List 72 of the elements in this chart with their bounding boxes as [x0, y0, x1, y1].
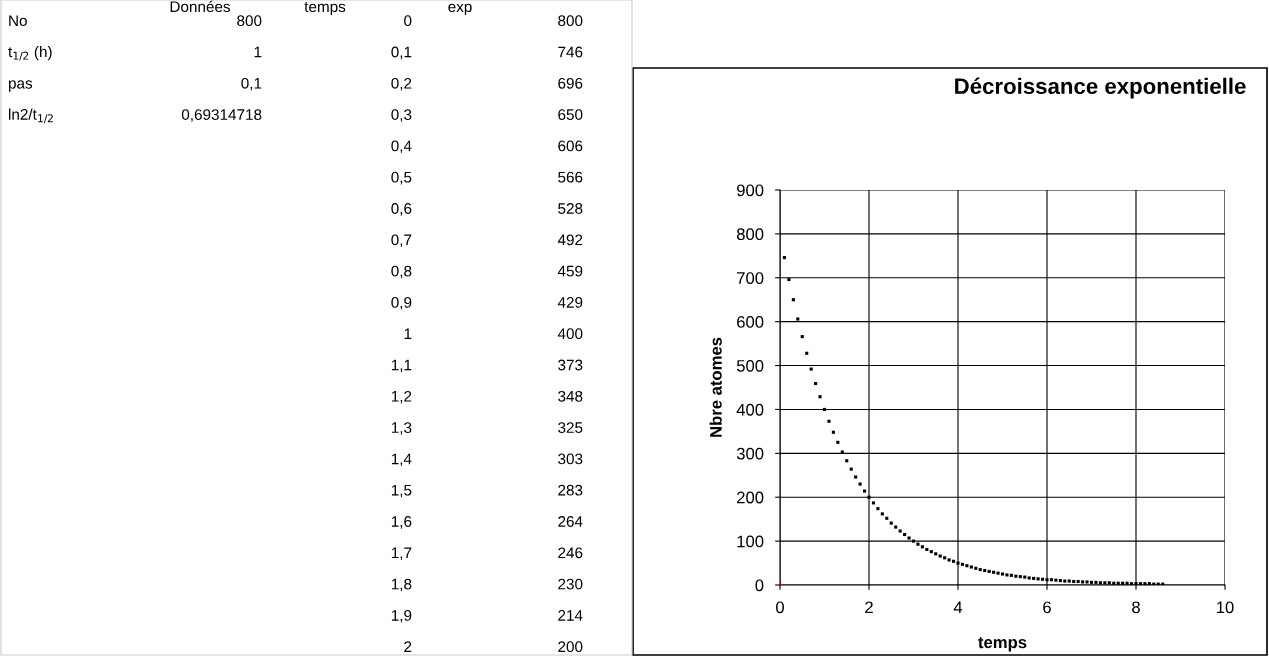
text: 1,2: [391, 390, 412, 404]
text: exp: [448, 3, 472, 16]
text: 264: [558, 516, 583, 527]
text: 800: [237, 15, 262, 27]
text: 214: [558, 609, 583, 621]
y-tick-label: 100: [737, 535, 764, 548]
text: 0: [404, 15, 412, 27]
text: ln2/t$_{1/2}$: [9, 108, 53, 124]
text: 606: [558, 140, 583, 152]
x-tick-label: 8: [1132, 601, 1140, 614]
text: 348: [558, 390, 583, 402]
y-tick-label: 600: [737, 316, 764, 328]
text: Données: [170, 0, 231, 13]
text: 1,9: [391, 609, 412, 623]
text: temps: [304, 2, 346, 16]
text: 1,7: [391, 547, 412, 561]
x-tick-label: 2: [865, 601, 873, 614]
text: 325: [558, 422, 583, 433]
text: 373: [558, 359, 583, 371]
text: 246: [558, 547, 583, 559]
y-tick-label: 700: [737, 272, 764, 284]
text: 0,69314718: [181, 109, 262, 122]
text: 0,4: [391, 140, 412, 154]
text: 0,2: [391, 77, 412, 91]
y-axis-title: Nbre atomes: [709, 337, 722, 437]
text: 1,4: [391, 453, 412, 467]
text: 1,6: [391, 516, 412, 529]
text: 746: [558, 46, 583, 58]
text: 459: [557, 265, 583, 277]
text: 800: [558, 15, 583, 27]
text: t$_{1/2}$ (h): [8, 45, 52, 61]
y-tick-label: 0: [755, 579, 764, 592]
text: 0,1: [391, 46, 412, 60]
text: 1,5: [391, 484, 412, 498]
text: 0,6: [391, 203, 412, 216]
y-tick-label: 200: [737, 491, 764, 504]
text: 429: [557, 296, 583, 308]
text: 2: [404, 641, 412, 652]
text: 303: [558, 453, 583, 465]
text: 566: [558, 171, 583, 183]
text: 650: [558, 109, 583, 120]
text: 696: [558, 77, 583, 89]
text: 0,9: [391, 296, 412, 310]
text: 400: [557, 328, 583, 340]
text: 492: [557, 234, 583, 246]
y-tick-label: 800: [736, 228, 764, 241]
text: 1,8: [391, 578, 412, 592]
text: 0,1: [241, 77, 262, 91]
text: 283: [558, 484, 583, 496]
text: 230: [558, 578, 583, 590]
text: 1: [404, 328, 412, 339]
x-tick-label: 4: [953, 601, 963, 614]
text: 1,1: [391, 359, 412, 373]
text: No: [9, 15, 27, 27]
text: 1,3: [391, 422, 412, 435]
y-tick-label: 300: [736, 447, 764, 460]
text: 200: [558, 641, 583, 653]
x-tick-label: 0: [776, 601, 784, 614]
text: 0,7: [391, 234, 412, 248]
text: 0,5: [391, 171, 412, 185]
chart-title: Décroissance exponentielle: [955, 77, 1246, 99]
text: 0,3: [391, 109, 412, 122]
text: pas: [8, 80, 33, 92]
text: 528: [558, 203, 583, 214]
y-tick-label: 500: [736, 359, 764, 372]
x-tick-label: 6: [1043, 601, 1051, 614]
y-tick-label: 400: [736, 403, 764, 416]
y-tick-label: 900: [737, 184, 764, 197]
x-tick-label: 10: [1217, 601, 1234, 614]
text: 1: [254, 46, 262, 58]
text: 0,8: [391, 265, 412, 279]
x-axis-title: temps: [978, 637, 1027, 652]
